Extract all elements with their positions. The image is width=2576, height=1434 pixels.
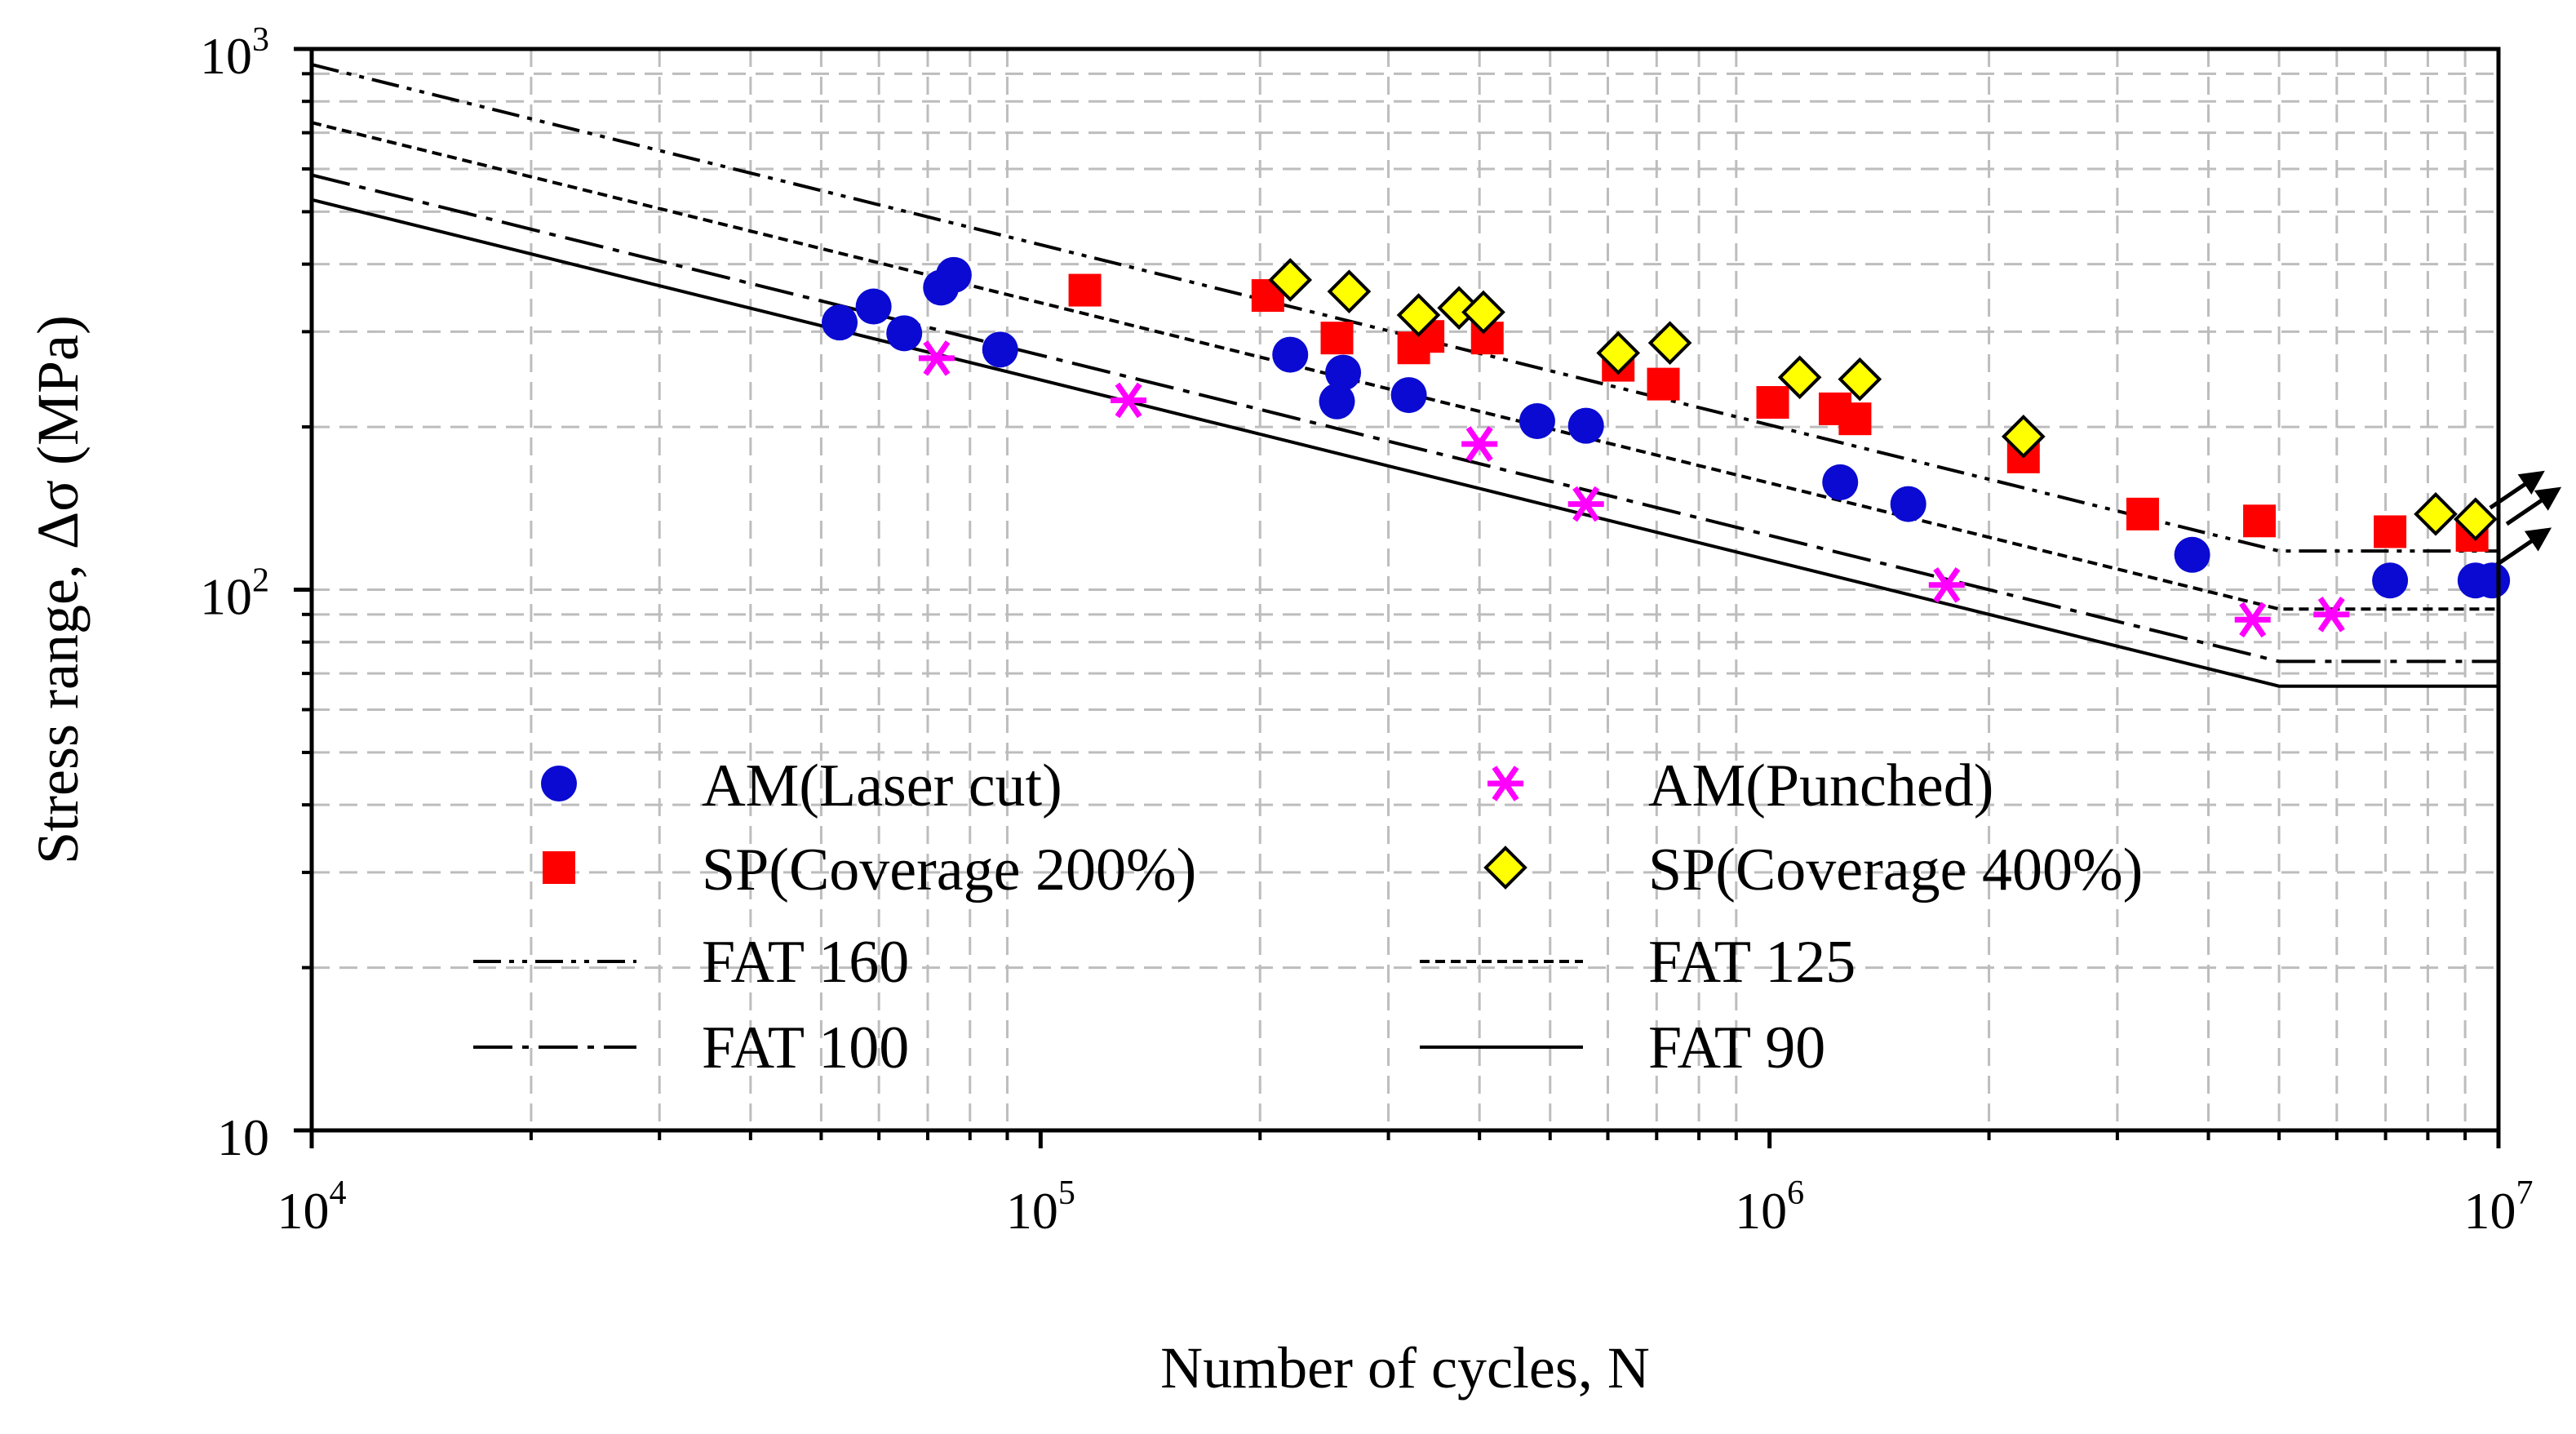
- data-point: [1390, 377, 1427, 414]
- tick-label: 10: [217, 1108, 269, 1166]
- fat-curve-90: [311, 198, 2498, 688]
- y-axis-title: Stress range, Δσ (MPa): [25, 315, 91, 864]
- data-point: [918, 340, 955, 376]
- data-point: [1319, 383, 1355, 420]
- data-point: [2313, 597, 2350, 633]
- tick-label: 103: [200, 21, 269, 85]
- legend-label: SP(Coverage 200%): [702, 837, 1196, 903]
- data-point: [1928, 567, 1965, 603]
- legend-marker: [1488, 766, 1523, 801]
- data-point: [1325, 354, 1362, 391]
- data-points: [822, 256, 2562, 638]
- legend-label: FAT 160: [702, 929, 909, 996]
- x-axis-title: Number of cycles, N: [1160, 1335, 1650, 1401]
- data-point: [1068, 273, 1102, 307]
- data-point: [2414, 492, 2458, 536]
- data-point: [2374, 515, 2407, 548]
- data-point: [2234, 602, 2271, 638]
- fat-curves: [311, 63, 2498, 688]
- data-point: [1519, 402, 1555, 439]
- data-point: [1396, 293, 1441, 337]
- data-point: [1777, 355, 1822, 400]
- legend-marker: [541, 766, 577, 801]
- legend-marker: [543, 851, 575, 884]
- fat-curve-100: [311, 173, 2498, 664]
- data-point: [1838, 357, 1882, 402]
- tick-label: 107: [2464, 1174, 2534, 1240]
- data-point: [1567, 486, 1604, 522]
- runout-arrow: [2495, 527, 2552, 566]
- grid: [312, 49, 2498, 1130]
- data-point: [2174, 536, 2210, 573]
- legend-label: AM(Punched): [1648, 753, 1993, 819]
- legend-label: FAT 125: [1648, 929, 1856, 996]
- axis-ticks: [294, 47, 2501, 1148]
- data-point: [2372, 562, 2409, 599]
- data-point: [1268, 258, 1313, 302]
- tick-label: 105: [1006, 1174, 1075, 1240]
- data-point: [1822, 464, 1859, 500]
- legend-label: SP(Coverage 400%): [1648, 837, 2143, 903]
- legend-label: AM(Laser cut): [702, 753, 1062, 819]
- legend-marker: [1483, 846, 1527, 890]
- fat-curve-125: [311, 121, 2498, 611]
- data-point: [1461, 426, 1498, 462]
- legend-label: FAT 100: [702, 1014, 909, 1081]
- data-point: [1111, 382, 1147, 419]
- tick-label: 106: [1735, 1174, 1804, 1240]
- data-point: [1596, 331, 1641, 375]
- data-point: [982, 331, 1018, 368]
- data-point: [2243, 504, 2277, 538]
- data-point: [1756, 386, 1789, 420]
- data-point: [1461, 290, 1505, 335]
- data-point: [1647, 367, 1680, 401]
- data-point: [1838, 402, 1872, 436]
- data-point: [1890, 486, 1926, 522]
- tick-label: 104: [277, 1174, 347, 1240]
- data-point: [2474, 562, 2511, 599]
- data-point: [1320, 322, 1354, 355]
- data-point: [1567, 407, 1604, 444]
- tick-labels: 104 105 106 107 10 102 103: [200, 21, 2534, 1240]
- data-point: [886, 315, 923, 352]
- data-point: [1647, 321, 1692, 365]
- data-point: [935, 256, 972, 293]
- data-point: [1327, 269, 1372, 313]
- data-point: [822, 304, 858, 341]
- legend: AM(Laser cut) AM(Punched) SP(Coverage 200%…: [473, 753, 2143, 1081]
- data-point: [855, 288, 892, 325]
- data-point: [2126, 497, 2159, 531]
- data-point: [2454, 497, 2498, 541]
- data-point: [2001, 414, 2046, 459]
- fat-curve-160: [311, 63, 2498, 553]
- legend-label: FAT 90: [1648, 1014, 1825, 1081]
- runout-arrow: [2505, 486, 2562, 526]
- data-point: [1272, 336, 1309, 373]
- tick-label: 102: [200, 562, 269, 626]
